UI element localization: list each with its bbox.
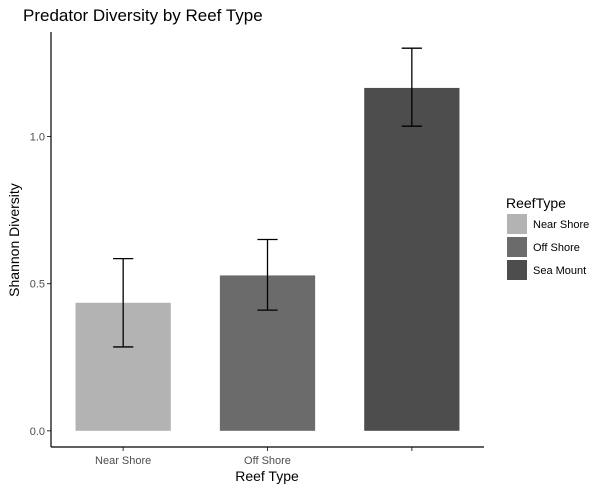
y-axis-title: Shannon Diversity: [6, 183, 22, 297]
bar-3: [364, 87, 460, 431]
legend-title: ReefType: [506, 195, 566, 211]
chart-title: Predator Diversity by Reef Type: [23, 6, 263, 25]
legend-key-1: [507, 214, 527, 234]
y-tick-label: 0.0: [30, 426, 45, 438]
legend-label-2: Off Shore: [533, 242, 580, 254]
x-tick-label: Off Shore: [244, 455, 291, 467]
y-tick-label: 0.5: [30, 279, 45, 291]
legend-key-3: [507, 260, 527, 280]
error-bar-3: [401, 47, 422, 127]
error-bar-2: [257, 238, 278, 311]
legend: ReefType Near Shore Off Shore Sea Mount: [506, 195, 589, 280]
error-bar-1: [113, 257, 134, 348]
x-axis-title: Reef Type: [235, 468, 299, 484]
legend-key-2: [507, 237, 527, 257]
plot-area: Near Shore Off Shore 0.0 0.5 1.0: [30, 32, 484, 467]
legend-label-1: Near Shore: [533, 219, 589, 231]
x-tick-label: Near Shore: [95, 455, 151, 467]
legend-label-3: Sea Mount: [533, 265, 586, 277]
y-tick-label: 1.0: [30, 131, 45, 143]
